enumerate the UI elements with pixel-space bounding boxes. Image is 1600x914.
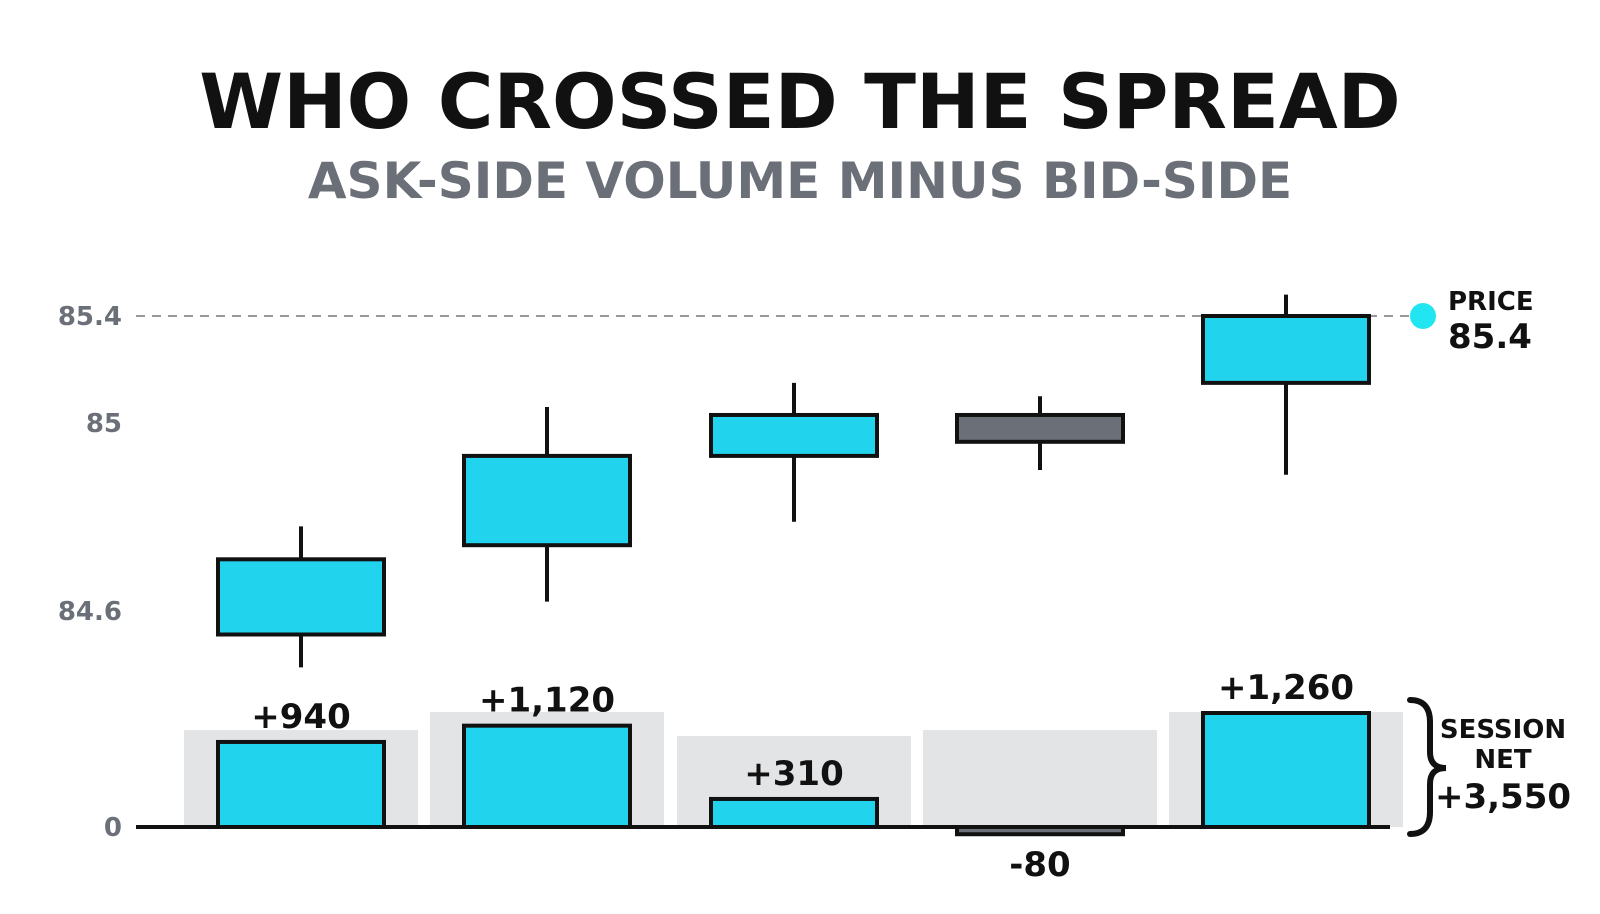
price-value-label: 85.4 xyxy=(1448,317,1532,357)
session-brace xyxy=(1407,697,1447,837)
price-tick-label: 85.4 xyxy=(58,302,122,332)
candle-body xyxy=(216,557,386,637)
session-net-value: +3,550 xyxy=(1435,777,1571,817)
volume-bar xyxy=(955,825,1125,837)
volume-bar xyxy=(216,739,386,830)
price-panel: 85.4 85 84.6 xyxy=(58,294,1410,668)
price-marker-dot xyxy=(1410,303,1436,329)
price-label: PRICE xyxy=(1448,287,1534,317)
price-tick-label: 84.6 xyxy=(58,597,122,627)
volume-bar xyxy=(709,796,879,830)
volume-bar xyxy=(1201,711,1371,829)
candle-body xyxy=(462,453,632,548)
chart-title: WHO CROSSED THE SPREAD xyxy=(199,57,1401,146)
session-net-label-line: SESSION xyxy=(1440,715,1566,745)
volume-panel: 0 +940 +1,120 +310 -80 +1,260 xyxy=(104,668,1403,885)
volume-value-label: +310 xyxy=(744,754,843,794)
session-net-label: SESSION NET xyxy=(1440,715,1566,775)
volume-value-label: +1,120 xyxy=(479,681,615,721)
volume-value-label: +1,260 xyxy=(1218,668,1354,708)
candle-body xyxy=(709,412,879,458)
chart-subtitle: ASK-SIDE VOLUME MINUS BID-SIDE xyxy=(308,152,1292,210)
candle-body xyxy=(1201,314,1371,385)
volume-band xyxy=(923,730,1157,827)
candle-body xyxy=(955,412,1125,444)
volume-tick-label: 0 xyxy=(104,813,122,843)
volume-value-label: +940 xyxy=(251,697,350,737)
price-tick-label: 85 xyxy=(86,409,122,439)
volume-bar xyxy=(462,723,632,830)
volume-value-label: -80 xyxy=(1009,845,1070,885)
session-net-label-line: NET xyxy=(1474,745,1532,775)
